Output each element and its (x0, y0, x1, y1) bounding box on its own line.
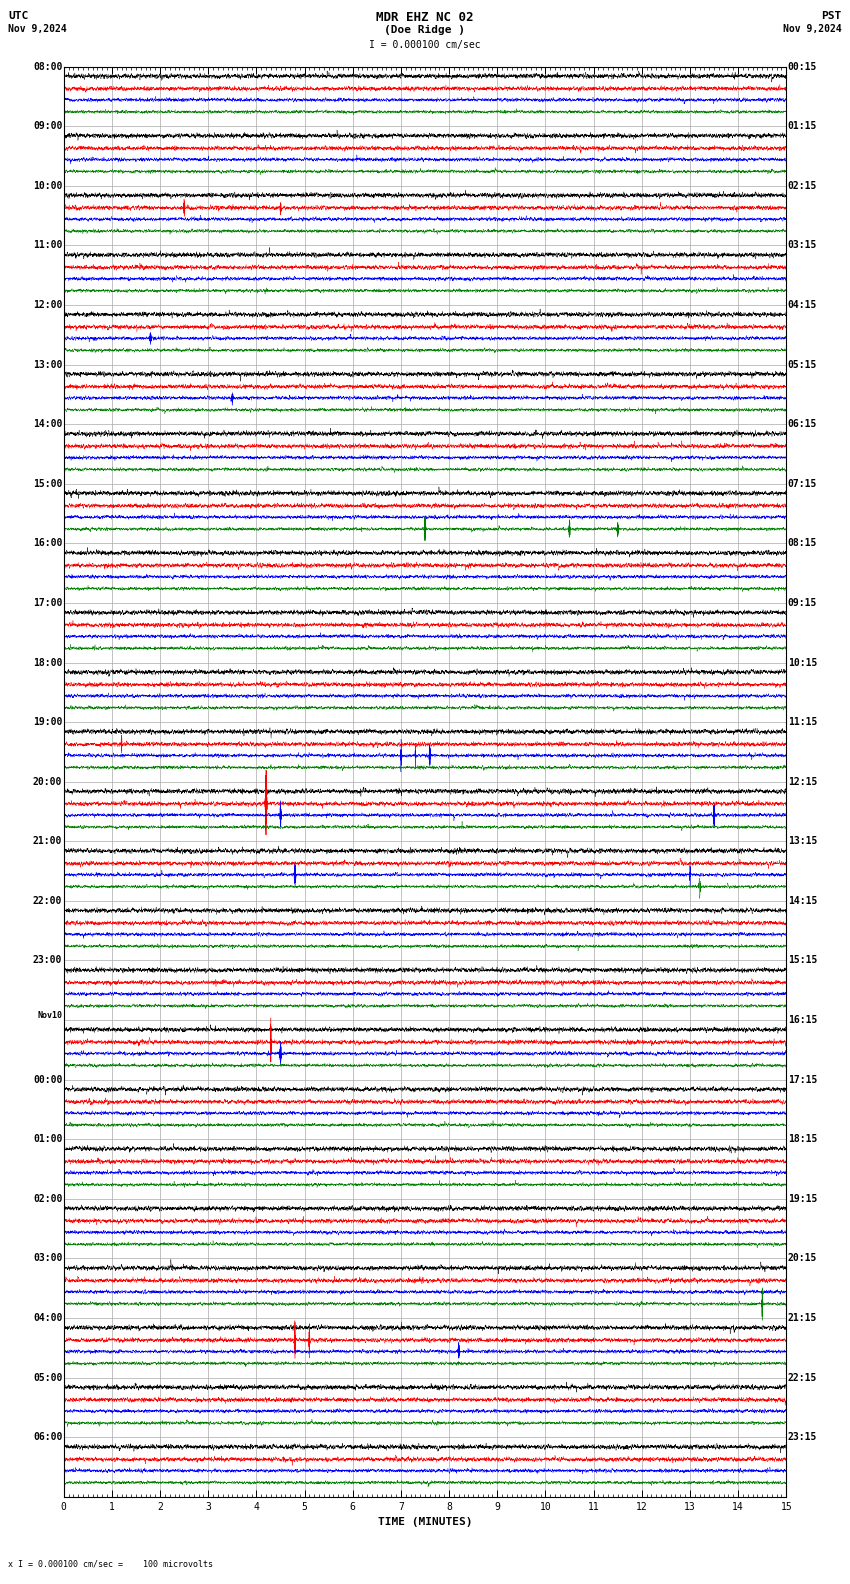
Text: 08:00: 08:00 (33, 62, 62, 71)
Text: MDR EHZ NC 02: MDR EHZ NC 02 (377, 11, 473, 24)
Text: 15:00: 15:00 (33, 478, 62, 489)
Text: 00:00: 00:00 (33, 1074, 62, 1085)
Text: Nov 9,2024: Nov 9,2024 (8, 24, 67, 33)
Text: 07:15: 07:15 (788, 478, 817, 489)
Text: 21:00: 21:00 (33, 836, 62, 846)
Text: Nov 9,2024: Nov 9,2024 (783, 24, 842, 33)
Text: 09:15: 09:15 (788, 597, 817, 608)
Text: 08:15: 08:15 (788, 539, 817, 548)
Text: 14:15: 14:15 (788, 897, 817, 906)
Text: 20:00: 20:00 (33, 776, 62, 787)
Text: 17:00: 17:00 (33, 597, 62, 608)
Text: 10:15: 10:15 (788, 657, 817, 667)
Text: 22:00: 22:00 (33, 897, 62, 906)
Text: 05:00: 05:00 (33, 1373, 62, 1383)
Text: 11:15: 11:15 (788, 718, 817, 727)
Text: 03:15: 03:15 (788, 241, 817, 250)
Text: 21:15: 21:15 (788, 1313, 817, 1323)
Text: I = 0.000100 cm/sec: I = 0.000100 cm/sec (369, 40, 481, 49)
Text: 19:15: 19:15 (788, 1194, 817, 1204)
Text: 16:15: 16:15 (788, 1015, 817, 1025)
Text: 10:00: 10:00 (33, 181, 62, 190)
Text: 01:00: 01:00 (33, 1134, 62, 1144)
X-axis label: TIME (MINUTES): TIME (MINUTES) (377, 1517, 473, 1527)
Text: 03:00: 03:00 (33, 1253, 62, 1264)
Text: 18:00: 18:00 (33, 657, 62, 667)
Text: 02:00: 02:00 (33, 1194, 62, 1204)
Text: 13:00: 13:00 (33, 360, 62, 369)
Text: 18:15: 18:15 (788, 1134, 817, 1144)
Text: Nov10: Nov10 (37, 1011, 62, 1020)
Text: 19:00: 19:00 (33, 718, 62, 727)
Text: 12:00: 12:00 (33, 299, 62, 310)
Text: 00:15: 00:15 (788, 62, 817, 71)
Text: 04:15: 04:15 (788, 299, 817, 310)
Text: 20:15: 20:15 (788, 1253, 817, 1264)
Text: 15:15: 15:15 (788, 955, 817, 966)
Text: UTC: UTC (8, 11, 29, 21)
Text: 22:15: 22:15 (788, 1373, 817, 1383)
Text: 16:00: 16:00 (33, 539, 62, 548)
Text: 04:00: 04:00 (33, 1313, 62, 1323)
Text: 17:15: 17:15 (788, 1074, 817, 1085)
Text: 14:00: 14:00 (33, 420, 62, 429)
Text: x I = 0.000100 cm/sec =    100 microvolts: x I = 0.000100 cm/sec = 100 microvolts (8, 1559, 213, 1568)
Text: 23:15: 23:15 (788, 1432, 817, 1443)
Text: PST: PST (821, 11, 842, 21)
Text: (Doe Ridge ): (Doe Ridge ) (384, 25, 466, 35)
Text: 06:00: 06:00 (33, 1432, 62, 1443)
Text: 02:15: 02:15 (788, 181, 817, 190)
Text: 12:15: 12:15 (788, 776, 817, 787)
Text: 13:15: 13:15 (788, 836, 817, 846)
Text: 23:00: 23:00 (33, 955, 62, 966)
Text: 05:15: 05:15 (788, 360, 817, 369)
Text: 01:15: 01:15 (788, 120, 817, 131)
Text: 11:00: 11:00 (33, 241, 62, 250)
Text: 09:00: 09:00 (33, 120, 62, 131)
Text: 06:15: 06:15 (788, 420, 817, 429)
